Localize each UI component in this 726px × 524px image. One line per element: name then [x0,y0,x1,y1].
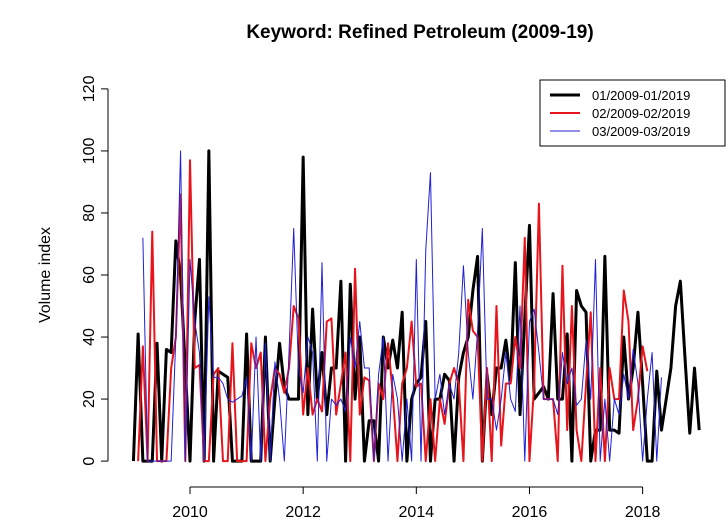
series-line [142,150,662,462]
series-line [131,149,701,463]
legend-label: 02/2009-02/2019 [592,106,690,121]
y-tick-label: 40 [81,328,98,346]
series-line [137,159,649,463]
x-tick-label: 2016 [512,504,548,521]
legend-label: 01/2009-01/2019 [592,88,690,103]
x-tick-label: 2014 [399,504,435,521]
legend: 01/2009-01/2019 02/2009-02/2019 03/2009-03… [539,79,726,147]
x-tick-label: 2012 [285,504,321,521]
y-tick-label: 100 [81,137,98,164]
y-tick-label: 80 [81,204,98,222]
y-tick-label: 60 [81,266,98,284]
chart-title: Keyword: Refined Petroleum (2009-19) [246,22,593,43]
y-axis-label: Volume index [37,227,54,323]
y-tick-label: 0 [81,457,98,466]
x-tick-label: 2018 [625,504,661,521]
legend-label: 03/2009-03/2019 [592,124,690,139]
y-tick-label: 120 [81,75,98,102]
y-tick-label: 20 [81,390,98,408]
x-tick-label: 2010 [172,504,208,521]
